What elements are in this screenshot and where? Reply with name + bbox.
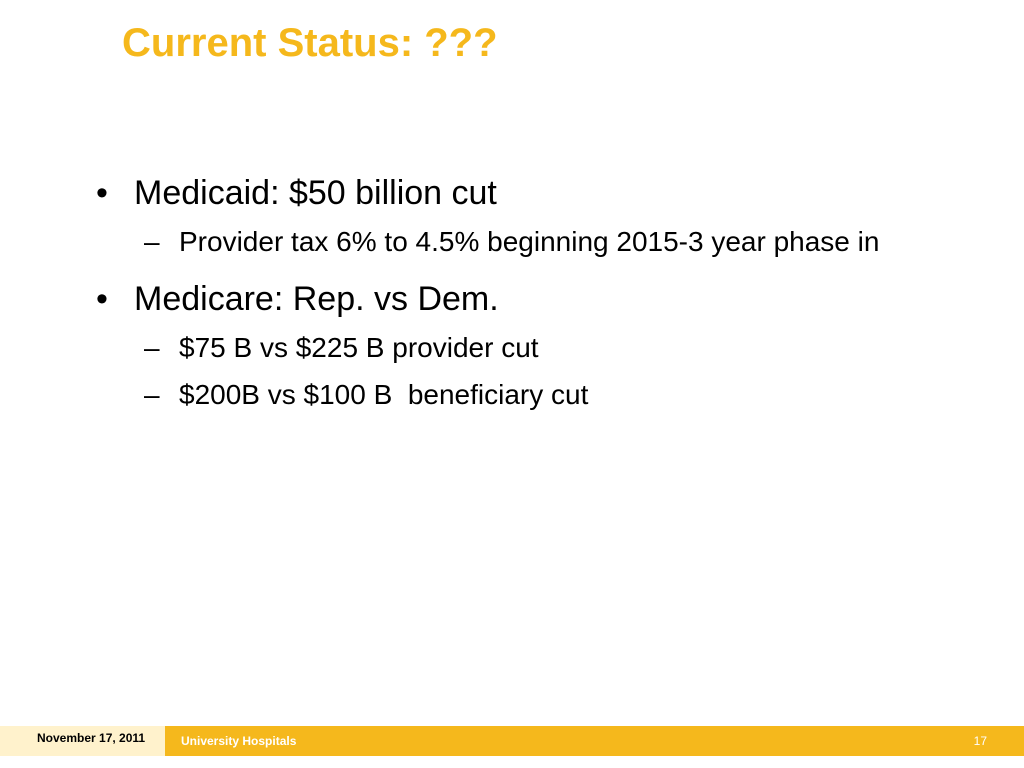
bullet-text: Medicare: Rep. vs Dem. [134,280,499,318]
sub-item-text: $200B vs $100 B beneficiary cut [179,379,589,410]
footer-bar: University Hospitals 17 [165,726,1024,756]
footer-organization: University Hospitals [181,734,297,748]
dash-icon: – [144,379,160,410]
sub-item-provider-cut: – $75 B vs $225 B provider cut [96,328,956,368]
slide-body: • Medicaid: $50 billion cut – Provider t… [96,170,956,415]
sub-item-text: $75 B vs $225 B provider cut [179,332,539,363]
dash-icon: – [144,226,160,257]
slide-title: Current Status: ??? [122,21,498,65]
bullet-icon: • [96,174,108,212]
footer-date: November 17, 2011 [0,726,165,756]
bullet-item-medicare: • Medicare: Rep. vs Dem. [96,276,956,322]
bullet-item-medicaid: • Medicaid: $50 billion cut [96,170,956,216]
page-number: 17 [973,734,987,748]
sub-item-text: Provider tax 6% to 4.5% beginning 2015-3… [179,226,880,257]
sub-item-provider-tax: – Provider tax 6% to 4.5% beginning 2015… [96,222,956,262]
slide-footer: November 17, 2011 University Hospitals 1… [0,726,1024,756]
dash-icon: – [144,332,160,363]
bullet-icon: • [96,280,108,318]
bullet-text: Medicaid: $50 billion cut [134,174,497,212]
sub-item-beneficiary-cut: – $200B vs $100 B beneficiary cut [96,375,956,415]
